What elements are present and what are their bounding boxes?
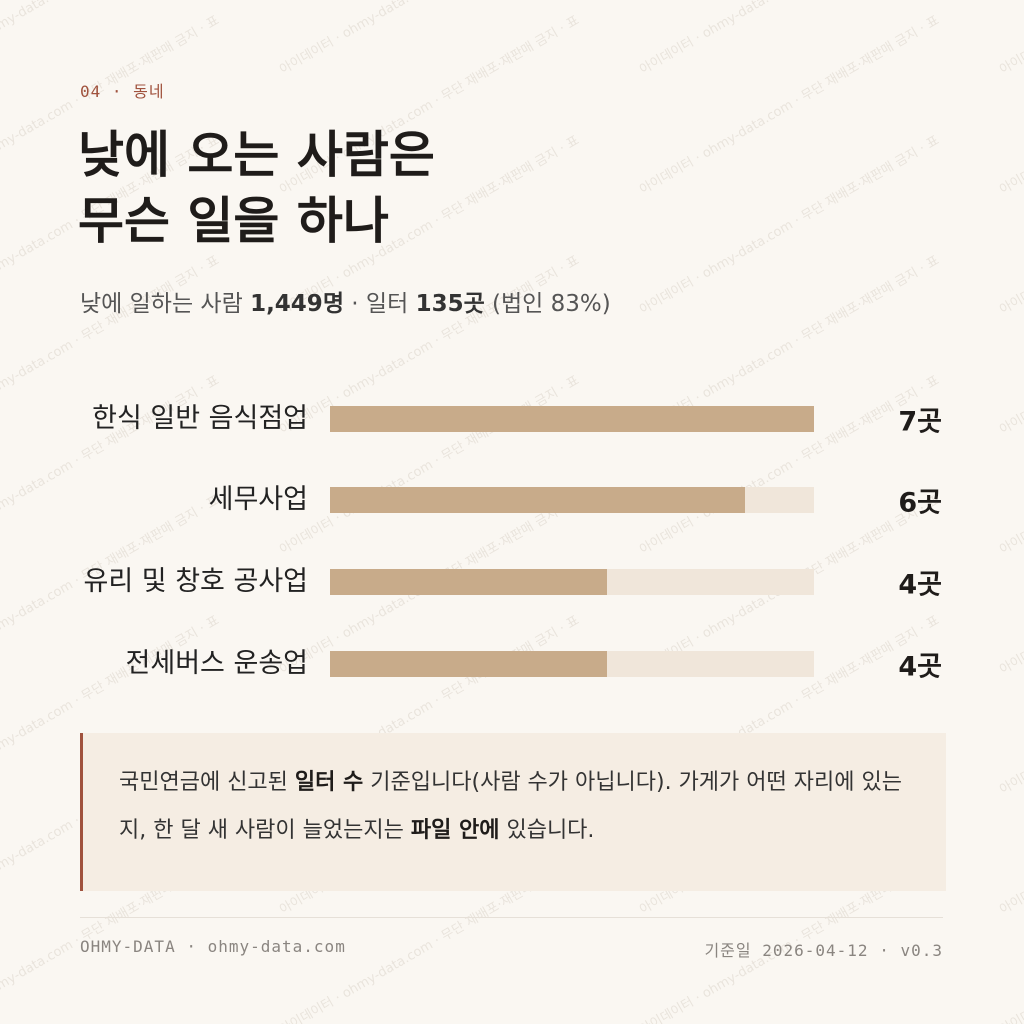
- subtitle-text: 낮에 일하는 사람: [80, 291, 251, 317]
- watermark: 아이데이터 · ohmy-data.com · 무단 재배포·재판매 금지 · …: [637, 373, 942, 558]
- watermark: 아이데이터 · ohmy-data.com · 무단 재배포·재판매 금지 · …: [997, 853, 1024, 1024]
- note-strong: 파일 안에: [410, 818, 500, 843]
- note: 국민연금에 신고된 일터 수 기준입니다(사람 수가 아닙니다). 가게가 어떤…: [80, 733, 946, 891]
- bar: [330, 487, 745, 513]
- category-label: 유리 및 창호 공사업: [83, 566, 308, 597]
- watermark: 아이데이터 · ohmy-data.com · 무단 재배포·재판매 금지 · …: [637, 13, 942, 198]
- value-label: 4곳: [898, 651, 942, 683]
- watermark: 아이데이터 · ohmy-data.com · 무단 재배포·재판매 금지 · …: [0, 0, 222, 78]
- subtitle-text: · 일터: [343, 291, 416, 317]
- bar-track: [330, 569, 814, 595]
- category-label: 한식 일반 음식점업: [92, 403, 308, 434]
- title: 낮에 오는 사람은 무슨 일을 하나: [78, 122, 435, 254]
- bar: [330, 569, 607, 595]
- title-line: 낮에 오는 사람은: [78, 126, 435, 184]
- watermark: 아이데이터 · ohmy-data.com · 무단 재배포·재판매 금지 · …: [997, 13, 1024, 198]
- watermark: 아이데이터 · ohmy-data.com · 무단 재배포·재판매 금지 · …: [0, 373, 222, 558]
- watermark: 아이데이터 · ohmy-data.com · 무단 재배포·재판매 금지 · …: [997, 613, 1024, 798]
- bar-track: [330, 487, 814, 513]
- bar: [330, 651, 607, 677]
- value-label: 7곳: [898, 406, 942, 438]
- bar: [330, 406, 814, 432]
- watermark: 아이데이터 · ohmy-data.com · 무단 재배포·재판매 금지 · …: [637, 133, 942, 318]
- subtitle-strong: 135곳: [415, 291, 485, 317]
- footer-left: OHMY-DATA · ohmy-data.com: [80, 937, 346, 956]
- eyebrow: 04 · 동네: [80, 82, 165, 101]
- watermark: 아이데이터 · ohmy-data.com · 무단 재배포·재판매 금지 · …: [995, 0, 1024, 78]
- divider: [80, 917, 943, 918]
- watermark: 아이데이터 · ohmy-data.com · 무단 재배포·재판매 금지 · …: [997, 253, 1024, 438]
- footer-right: 기준일 2026-04-12 · v0.3: [704, 941, 943, 960]
- watermark: 아이데이터 · ohmy-data.com · 무단 재배포·재판매 금지 · …: [997, 493, 1024, 678]
- watermark: 아이데이터 · ohmy-data.com · 무단 재배포·재판매 금지 · …: [997, 133, 1024, 318]
- title-line: 무슨 일을 하나: [78, 192, 389, 250]
- note-text: 있습니다.: [499, 818, 595, 843]
- category-label: 전세버스 운송업: [125, 648, 308, 679]
- category-label: 세무사업: [208, 484, 308, 515]
- bar-track: [330, 406, 814, 432]
- subtitle-text: (법인 83%): [484, 291, 611, 317]
- watermark: 아이데이터 · ohmy-data.com · 무단 재배포·재판매 금지 · …: [997, 373, 1024, 558]
- subtitle-strong: 1,449명: [250, 291, 344, 317]
- watermark: 아이데이터 · ohmy-data.com · 무단 재배포·재판매 금지 · …: [997, 733, 1024, 918]
- note-text: 국민연금에 신고된: [119, 770, 295, 795]
- value-label: 4곳: [898, 569, 942, 601]
- note-text: 기준입니다(사람 수가 아닙니다). 가게가 어떤 자리에 있는지, 한 달 새…: [119, 770, 902, 843]
- value-label: 6곳: [898, 487, 942, 519]
- subtitle: 낮에 일하는 사람 1,449명 · 일터 135곳 (법인 83%): [80, 284, 611, 318]
- watermark: 아이데이터 · ohmy-data.com · 무단 재배포·재판매 금지 · …: [277, 373, 582, 558]
- bar-track: [330, 651, 814, 677]
- watermark: 아이데이터 · ohmy-data.com · 무단 재배포·재판매 금지 · …: [275, 0, 582, 78]
- watermark: 아이데이터 · ohmy-data.com · 무단 재배포·재판매 금지 · …: [635, 0, 942, 78]
- note-strong: 일터 수: [294, 770, 364, 795]
